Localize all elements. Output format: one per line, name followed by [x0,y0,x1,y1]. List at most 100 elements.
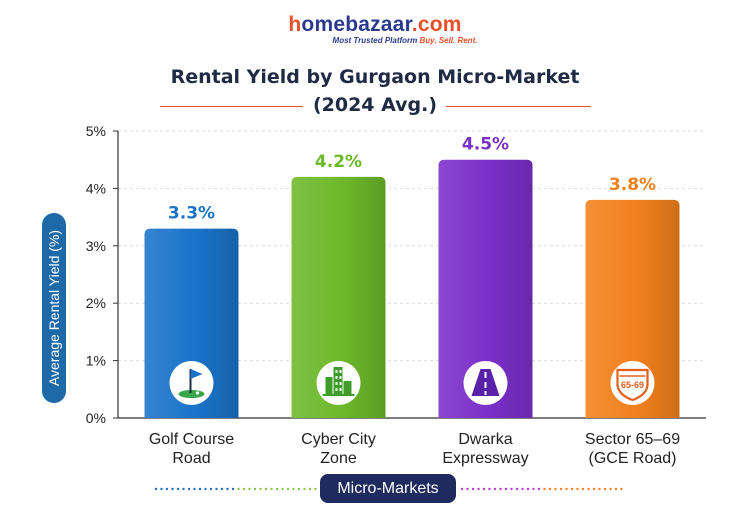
building-shape [343,381,352,395]
dot-line-left [314,487,317,491]
dot-line-left [204,487,207,491]
y-tick-label: 2% [86,295,106,311]
title-rule-right [446,106,591,107]
dot-line-right [482,487,486,491]
dot-line-right [460,487,464,491]
x-tick-label: Sector 65–69 [585,431,680,448]
window-shape [335,382,338,385]
dot-line-left [303,487,306,491]
dot-line-right [493,487,497,491]
brand-name: homebazaar.com [288,13,462,36]
dot-line-right [471,487,475,491]
dot-line-left [171,487,174,491]
dot-line-right [570,487,574,491]
y-tick-label: 5% [86,123,106,139]
dot-line-right [576,487,579,491]
dot-line-left [253,487,257,491]
ball-shape [195,391,200,395]
dot-line-right [466,487,469,491]
dot-line-left [297,487,301,491]
window-shape [339,388,342,391]
dot-line-left [226,487,229,491]
shield-shape [616,368,649,402]
dot-line-left [308,487,312,491]
dot-line-right [548,487,552,491]
dot-line-right [477,487,480,491]
x-tick-label: Zone [320,450,357,467]
window-shape [335,376,338,379]
x-tick-label: (GCE Road) [588,450,676,467]
window-shape [335,388,338,391]
dot-line-left [182,487,185,491]
bar [144,228,239,418]
dot-line-left [292,487,295,491]
y-axis-label-pill: Average Rental Yield (%) [42,213,66,403]
data-label: 4.5% [462,135,509,155]
y-tick-label: 4% [86,180,106,196]
dot-line-left [242,487,246,491]
dot-line-left [215,487,218,491]
x-tick-label: Golf Course [149,431,234,448]
data-label: 3.8% [609,175,656,195]
expressway-road-icon [463,361,508,405]
x-tick-label: Dwarka [458,431,512,448]
dot-line-left [281,487,284,491]
bar [585,199,680,418]
dot-line-right [581,487,585,491]
dot-line-right [614,487,618,491]
dot-line-right [592,487,596,491]
building-shape [333,367,343,395]
chart-title: Rental Yield by Gurgaon Micro-Market [170,66,580,88]
brand-tagline: Most Trusted Platform Buy. Sell. Rent. [332,36,478,45]
brand-logo: homebazaar.com Most Trusted Platform Buy… [0,14,750,46]
dot-line-left [264,487,268,491]
dot-line-right [609,487,612,491]
dot-line-left [270,487,273,491]
dot-line-left [220,487,224,491]
dot-line-right [510,487,513,491]
dot-line-left [275,487,279,491]
dot-line-left [237,487,240,491]
dot-line-left [193,487,196,491]
y-tick-label: 3% [86,238,106,254]
dot-line-left [160,487,163,491]
window-shape [335,370,338,373]
shield-text: 65-69 [621,380,644,390]
title-rule-left [160,106,303,107]
dot-line-left [165,487,169,491]
chart-subtitle: (2024 Avg.) [312,94,438,116]
window-shape [339,370,342,373]
flag-shape [190,369,203,379]
dot-line-right [526,487,530,491]
dot-line-right [603,487,607,491]
dot-line-left [286,487,290,491]
dot-line-right [499,487,502,491]
bar [291,176,386,418]
y-axis-label: Average Rental Yield (%) [46,229,62,387]
dot-line-right [620,487,623,491]
golf-flag-icon [169,361,214,405]
dot-line-right [598,487,601,491]
x-tick-label: Expressway [442,450,528,467]
y-tick-label: 0% [86,410,106,426]
dot-line-left [248,487,251,491]
data-label: 3.3% [168,204,215,224]
dot-line-left [198,487,202,491]
x-axis-label: Micro-Markets [320,474,456,503]
dot-line-right [587,487,590,491]
dot-line-right [537,487,541,491]
window-shape [339,376,342,379]
dot-line-right [559,487,563,491]
window-shape [339,382,342,385]
dot-line-left [176,487,180,491]
y-tick-label: 1% [86,353,106,369]
bar [438,159,533,418]
dot-line-left [209,487,213,491]
highway-shield-icon: 65-69 [610,361,655,405]
dot-line-left [259,487,262,491]
dot-line-right [543,487,546,491]
x-tick-label: Road [172,450,210,467]
dot-line-left [231,487,235,491]
city-buildings-icon [316,361,361,405]
dot-line-right [565,487,568,491]
